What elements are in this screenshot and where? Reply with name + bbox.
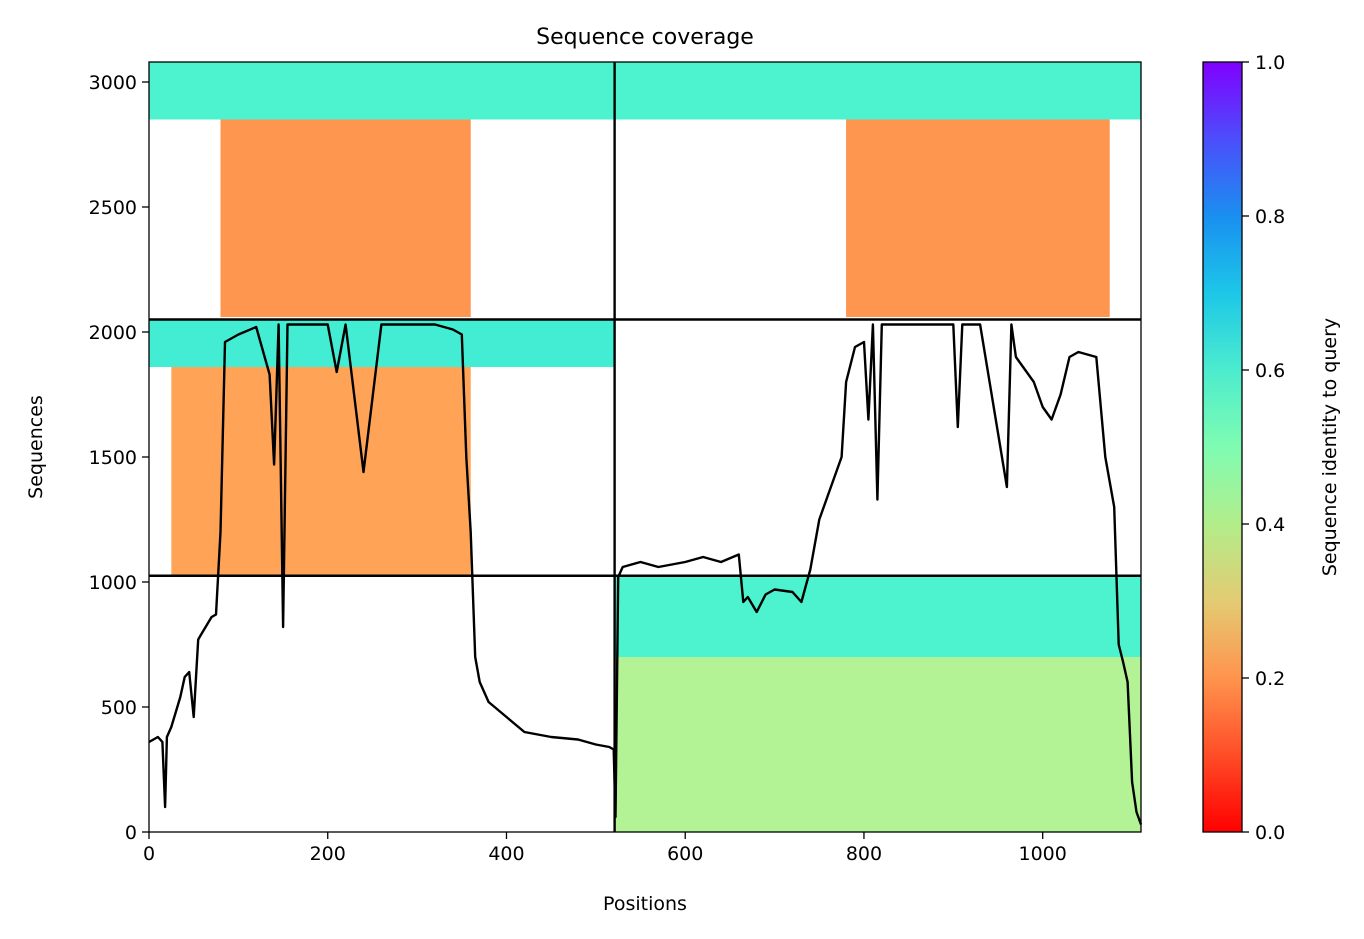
heatmap-block xyxy=(615,62,1141,120)
y-tick-label: 3000 xyxy=(89,72,137,94)
y-tick-label: 2000 xyxy=(89,322,137,344)
x-tick-label: 1000 xyxy=(1019,843,1067,865)
colorbar-tick-label: 0.8 xyxy=(1255,206,1285,228)
y-tick-label: 1500 xyxy=(89,447,137,469)
colorbar-label: Sequence identity to query xyxy=(1319,318,1341,576)
x-tick-label: 800 xyxy=(846,843,882,865)
x-tick-label: 400 xyxy=(488,843,524,865)
y-axis-label: Sequences xyxy=(25,395,47,499)
coverage-heatmap xyxy=(149,62,1141,832)
block-dividers xyxy=(149,62,1141,832)
heatmap-block xyxy=(615,575,1141,657)
y-axis-ticks: 0 500 1000 1500 2000 2500 3000 xyxy=(89,72,149,844)
y-tick-label: 1000 xyxy=(89,572,137,594)
coverage-line xyxy=(148,323,1143,825)
heatmap-block xyxy=(220,119,471,317)
y-tick-label: 0 xyxy=(125,822,137,844)
x-axis-ticks: 0 200 400 600 800 1000 xyxy=(143,832,1067,865)
heatmap-block xyxy=(615,657,1141,832)
chart-title: Sequence coverage xyxy=(536,25,754,50)
colorbar-tick-label: 0.2 xyxy=(1255,668,1285,690)
x-axis-label: Positions xyxy=(603,893,687,915)
colorbar xyxy=(1202,61,1243,833)
colorbar-tick-label: 1.0 xyxy=(1255,52,1285,74)
colorbar-tick-label: 0.4 xyxy=(1255,514,1285,536)
y-tick-label: 500 xyxy=(101,697,137,719)
plot-frame xyxy=(148,61,1142,833)
x-tick-label: 200 xyxy=(310,843,346,865)
heatmap-block xyxy=(171,367,471,575)
heatmap-block xyxy=(149,62,614,120)
x-tick-label: 600 xyxy=(667,843,703,865)
x-tick-label: 0 xyxy=(143,843,155,865)
colorbar-tick-label: 0.6 xyxy=(1255,360,1285,382)
colorbar-ticks: 0.0 0.2 0.4 0.6 0.8 1.0 xyxy=(1242,52,1285,844)
colorbar-tick-label: 0.0 xyxy=(1255,822,1285,844)
heatmap-block xyxy=(846,119,1110,317)
y-tick-label: 2500 xyxy=(89,197,137,219)
